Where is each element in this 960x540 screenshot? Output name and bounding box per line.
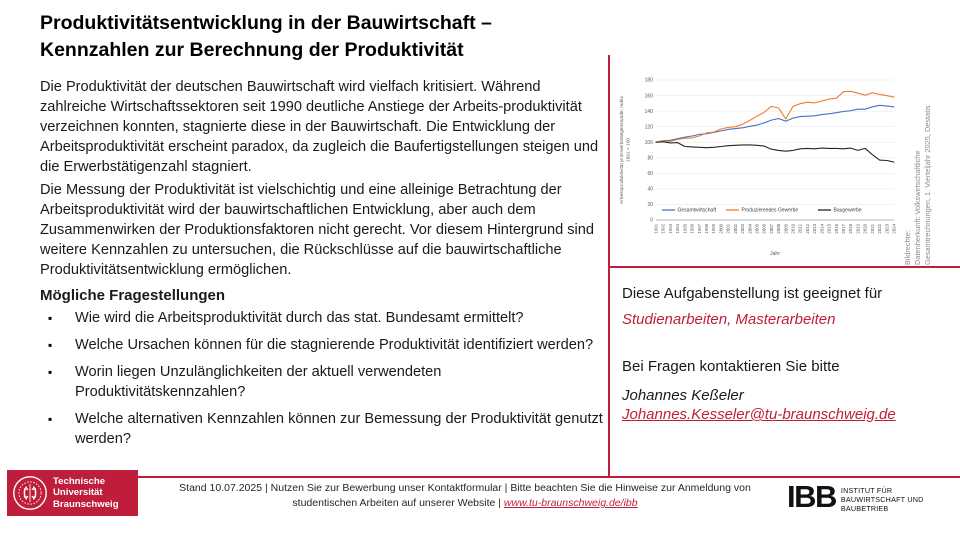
svg-text:2014: 2014 xyxy=(819,223,824,233)
svg-text:1998: 1998 xyxy=(704,223,709,233)
svg-text:2011: 2011 xyxy=(798,223,803,233)
question-item: Welche Ursachen können für die stagniere… xyxy=(40,335,608,355)
svg-text:2007: 2007 xyxy=(769,223,774,233)
svg-text:40: 40 xyxy=(647,187,653,193)
svg-text:2017: 2017 xyxy=(841,223,846,233)
intro-paragraph-1: Die Produktivität der deutschen Bauwirts… xyxy=(40,79,599,175)
tu-braunschweig-logo: Technische Universität Braunschweig xyxy=(7,470,138,516)
svg-text:2023: 2023 xyxy=(884,223,889,233)
svg-text:2002: 2002 xyxy=(733,223,738,233)
svg-text:1992: 1992 xyxy=(661,223,666,233)
tu-logo-text: Technische Universität Braunschweig xyxy=(53,476,119,510)
contact-intro: Bei Fragen kontaktieren Sie bitte xyxy=(622,358,840,375)
tu-seal-icon xyxy=(13,476,47,510)
svg-text:2010: 2010 xyxy=(791,223,796,233)
footer-note: Stand 10.07.2025 | Nutzen Sie zur Bewerb… xyxy=(165,481,765,511)
svg-text:60: 60 xyxy=(647,171,653,177)
question-item: Welche alternativen Kennzahlen können zu… xyxy=(40,409,608,449)
svg-text:2015: 2015 xyxy=(827,223,832,233)
svg-text:140: 140 xyxy=(645,109,654,115)
svg-text:1991: 1991 xyxy=(654,223,659,233)
svg-text:2008: 2008 xyxy=(776,223,781,233)
questions-heading: Mögliche Fragestellungen xyxy=(40,287,226,304)
chart-caption-line: Gesamtrechnungen, 1. Vierteljahr 2025, D… xyxy=(922,105,932,265)
svg-text:1996: 1996 xyxy=(690,223,695,233)
question-item: Wie wird die Arbeitsproduktivität durch … xyxy=(40,308,608,328)
svg-text:1995: 1995 xyxy=(682,223,687,233)
questions-list: Wie wird die Arbeitsproduktivität durch … xyxy=(40,308,608,456)
chart-caption-line: Bildrechte: xyxy=(903,230,912,265)
ibb-logo: IBB INSTITUT FÜR BAUWIRTSCHAFT UND BAUBE… xyxy=(787,479,924,514)
svg-text:2012: 2012 xyxy=(805,223,810,233)
svg-text:Arbeitsproduktivität je Erwerb: Arbeitsproduktivität je Erwerbstätigenst… xyxy=(619,95,625,204)
svg-text:80: 80 xyxy=(647,155,653,161)
svg-text:100: 100 xyxy=(645,140,654,146)
question-item: Worin liegen Unzulänglichkeiten der aktu… xyxy=(40,362,608,402)
suitability-intro: Diese Aufgabenstellung ist geeignet für xyxy=(622,285,883,302)
svg-text:Jahr: Jahr xyxy=(770,251,780,257)
svg-text:2020: 2020 xyxy=(863,223,868,233)
svg-text:2000: 2000 xyxy=(718,223,723,233)
svg-text:2022: 2022 xyxy=(877,223,882,233)
svg-text:2016: 2016 xyxy=(834,223,839,233)
suitability-types: Studienarbeiten, Masterarbeiten xyxy=(622,311,836,328)
productivity-line-chart: 0 20 40 60 80 100 120 140 160 180 1991 1992 1993 1994… xyxy=(619,78,897,257)
svg-text:2019: 2019 xyxy=(855,223,860,233)
svg-text:2001: 2001 xyxy=(726,223,731,233)
svg-text:160: 160 xyxy=(645,93,654,99)
svg-text:Gesamtwirtschaft: Gesamtwirtschaft xyxy=(678,208,717,214)
contact-name: Johannes Keßeler xyxy=(622,387,744,404)
intro-paragraph-2: Die Messung der Produktivität ist vielsc… xyxy=(40,182,595,278)
page-title-line1: Produktivitätsentwicklung in der Bauwirt… xyxy=(40,12,492,34)
svg-text:2013: 2013 xyxy=(812,223,817,233)
ibb-logo-name: INSTITUT FÜR BAUWIRTSCHAFT UND BAUBETRIE… xyxy=(840,486,924,513)
chart-caption-line: Datenherkunft: Volkswirtschaftliche xyxy=(912,150,922,265)
svg-text:20: 20 xyxy=(647,202,653,208)
svg-text:1991 = 100: 1991 = 100 xyxy=(625,138,631,162)
svg-text:2003: 2003 xyxy=(740,223,745,233)
contact-email-link[interactable]: Johannes.Kesseler@tu-braunschweig.de xyxy=(622,406,896,423)
svg-text:Baugewerbe: Baugewerbe xyxy=(834,208,862,214)
svg-text:2018: 2018 xyxy=(848,223,853,233)
footer-divider xyxy=(137,476,960,478)
svg-text:1993: 1993 xyxy=(668,223,673,233)
ibb-logo-abbr: IBB xyxy=(787,479,837,514)
chart-caption: Bildrechte: Datenherkunft: Volkswirtscha… xyxy=(903,70,960,265)
svg-text:180: 180 xyxy=(645,78,654,84)
svg-text:2009: 2009 xyxy=(783,223,788,233)
svg-text:1997: 1997 xyxy=(697,223,702,233)
svg-text:1999: 1999 xyxy=(711,223,716,233)
svg-text:Produzierendes Gewerbe: Produzierendes Gewerbe xyxy=(742,208,799,214)
svg-text:1994: 1994 xyxy=(675,223,680,233)
svg-text:2024: 2024 xyxy=(892,223,897,233)
page-title: Produktivitätsentwicklung in der Bauwirt… xyxy=(40,10,610,64)
svg-text:120: 120 xyxy=(645,124,654,130)
svg-text:2005: 2005 xyxy=(754,223,759,233)
productivity-chart: 0 20 40 60 80 100 120 140 160 180 1991 1992 1993 1994… xyxy=(616,70,908,264)
svg-text:2006: 2006 xyxy=(762,223,767,233)
svg-text:2021: 2021 xyxy=(870,223,875,233)
svg-text:0: 0 xyxy=(650,218,653,224)
footer-note-text: Stand 10.07.2025 | Nutzen Sie zur Bewerb… xyxy=(179,482,751,509)
footer-website-link[interactable]: www.tu-braunschweig.de/ibb xyxy=(503,497,638,509)
page-title-line2: Kennzahlen zur Berechnung der Produktivi… xyxy=(40,39,464,61)
svg-text:2004: 2004 xyxy=(747,223,752,233)
chart-section-divider xyxy=(608,266,960,268)
intro-text: Die Produktivität der deutschen Bauwirts… xyxy=(40,77,606,283)
